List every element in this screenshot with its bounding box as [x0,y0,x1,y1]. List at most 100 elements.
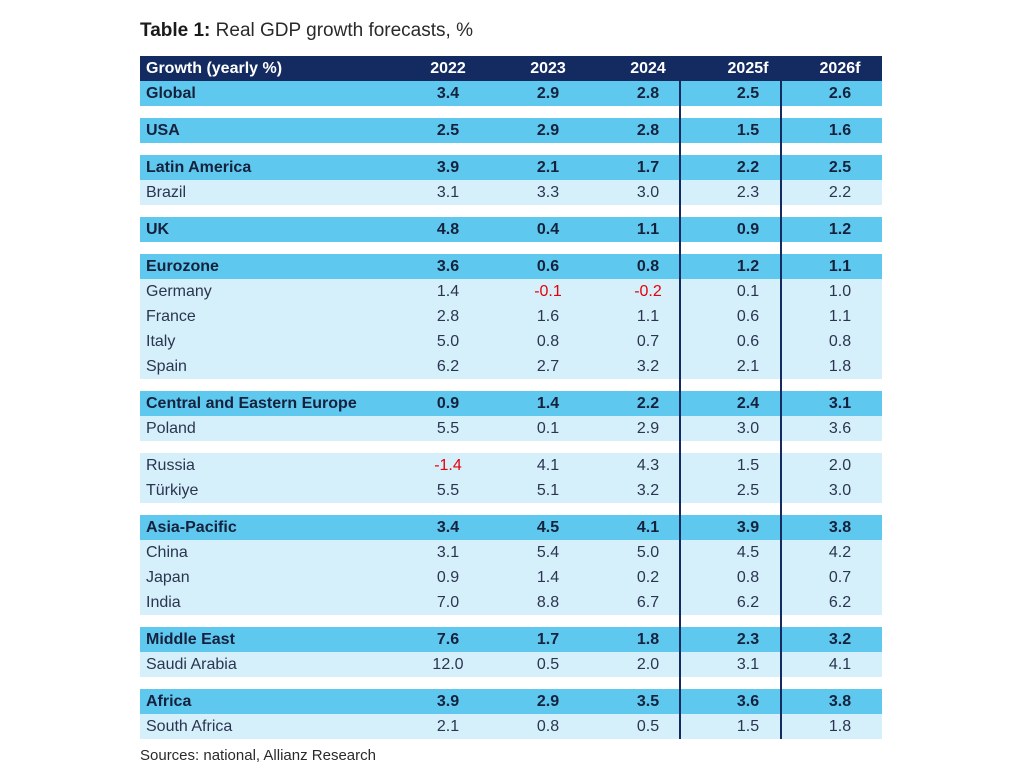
table-cell: 2026f [819,59,861,77]
table-row: India 7.0 8.8 6.7 6.2 6.2 [140,590,882,615]
table-cell: 0.7 [636,332,660,350]
table-cell: 2.1 [436,717,460,735]
table-cell: 1.1 [636,220,660,238]
table-cell: 2.8 [636,121,660,139]
row-label: UK [146,220,170,238]
table-row: Russia -1.4 4.1 4.3 1.5 2.0 [140,453,882,478]
table-title: Table 1: Real GDP growth forecasts, % [140,20,473,42]
table-cell: 1.2 [828,220,852,238]
row-label: Poland [146,419,196,437]
table-group-row: Central and Eastern Europe 0.9 1.4 2.2 2.4 3.… [140,391,882,416]
table-row: Italy 5.0 0.8 0.7 0.6 0.8 [140,329,882,354]
table-cell: 0.4 [536,220,560,238]
table-row: Poland 5.5 0.1 2.9 3.0 3.6 [140,416,882,441]
table-cell: 2.2 [828,183,852,201]
table-cell: -1.4 [434,456,462,474]
table-cell: 2.9 [536,121,560,139]
table-cell: 3.2 [636,481,660,499]
table-cell: 0.6 [736,307,760,325]
table-cell: 1.5 [736,717,760,735]
table-cell: 1.4 [536,568,560,586]
table-cell: 4.8 [436,220,460,238]
table-row: France 2.8 1.6 1.1 0.6 1.1 [140,304,882,329]
table-cell: 3.6 [828,419,852,437]
table-cell: 6.7 [636,593,660,611]
table-cell: 2.5 [736,84,760,102]
table-cell: 1.8 [828,357,852,375]
table-cell: 3.1 [736,655,760,673]
table-cell: 1.7 [536,630,560,648]
table-cell: 0.7 [828,568,852,586]
table-cell: 3.5 [636,692,660,710]
table-header-row: Growth (yearly %) 2022 2023 2024 2025f 2026f [140,56,882,81]
table-cell: 12.0 [432,655,464,673]
table-cell: 4.5 [736,543,760,561]
column-divider [679,56,681,739]
table-cell: 3.9 [736,518,760,536]
row-label: Latin America [146,158,252,176]
table-cell: 4.3 [636,456,660,474]
table-cell: 3.8 [828,518,852,536]
table-cell: 8.8 [536,593,560,611]
table-cell: 2.5 [828,158,852,176]
table-group-row: Africa 3.9 2.9 3.5 3.6 3.8 [140,689,882,714]
table-cell: 2.1 [536,158,560,176]
row-label: Türkiye [146,481,199,499]
table-cell: 2.7 [536,357,560,375]
table-cell: 1.6 [536,307,560,325]
table-group-row: Middle East 7.6 1.7 1.8 2.3 3.2 [140,627,882,652]
row-label: Japan [146,568,190,586]
table-cell: 1.6 [828,121,852,139]
row-label: Middle East [146,630,235,648]
row-label: Brazil [146,183,187,201]
table-cell: 3.9 [436,692,460,710]
table-cell: 2.8 [636,84,660,102]
table-row: Germany 1.4 -0.1 -0.2 0.1 1.0 [140,279,882,304]
table-cell: 2.0 [828,456,852,474]
table-cell: 0.8 [536,717,560,735]
table-cell: 3.6 [736,692,760,710]
table-cell: 3.9 [436,158,460,176]
table-cell: 2.9 [636,419,660,437]
table-cell: 0.6 [536,257,560,275]
table-group-row: UK 4.8 0.4 1.1 0.9 1.2 [140,217,882,242]
row-label: China [146,543,188,561]
gdp-table: Growth (yearly %) 2022 2023 2024 2025f 2026f G… [140,56,882,740]
table-cell: 2025f [727,59,769,77]
table-cell: 0.5 [636,717,660,735]
table-cell: 0.6 [736,332,760,350]
table-cell: 0.8 [828,332,852,350]
table-group-row: Latin America 3.9 2.1 1.7 2.2 2.5 [140,155,882,180]
table-cell: 6.2 [828,593,852,611]
row-label: India [146,593,181,611]
table-cell: -0.2 [634,282,662,300]
table-cell: 1.1 [828,307,852,325]
table-cell: 1.5 [736,121,760,139]
table-cell: 3.0 [828,481,852,499]
table-cell: 2.9 [536,84,560,102]
table-cell: 1.4 [536,394,560,412]
table-cell: 0.1 [736,282,760,300]
table-cell: 0.9 [436,568,460,586]
table-cell: 4.1 [536,456,560,474]
row-label: Spain [146,357,187,375]
table-cell: 5.5 [436,481,460,499]
table-title-text: Real GDP growth forecasts, % [210,20,473,41]
table-group-row: USA 2.5 2.9 2.8 1.5 1.6 [140,118,882,143]
table-cell: 1.7 [636,158,660,176]
table-cell: 5.5 [436,419,460,437]
table-cell: 1.8 [828,717,852,735]
row-label: France [146,307,196,325]
row-label: Saudi Arabia [146,655,237,673]
table-title-bold: Table 1: [140,20,211,41]
table-cell: 1.0 [828,282,852,300]
table-cell: 3.0 [636,183,660,201]
table-cell: 0.9 [736,220,760,238]
table-cell: 6.2 [736,593,760,611]
row-label: Italy [146,332,176,350]
table-group-row: Eurozone 3.6 0.6 0.8 1.2 1.1 [140,254,882,279]
table-cell: -0.1 [534,282,562,300]
table-cell: 2.0 [636,655,660,673]
table-cell: 1.4 [436,282,460,300]
table-cell: 0.8 [736,568,760,586]
